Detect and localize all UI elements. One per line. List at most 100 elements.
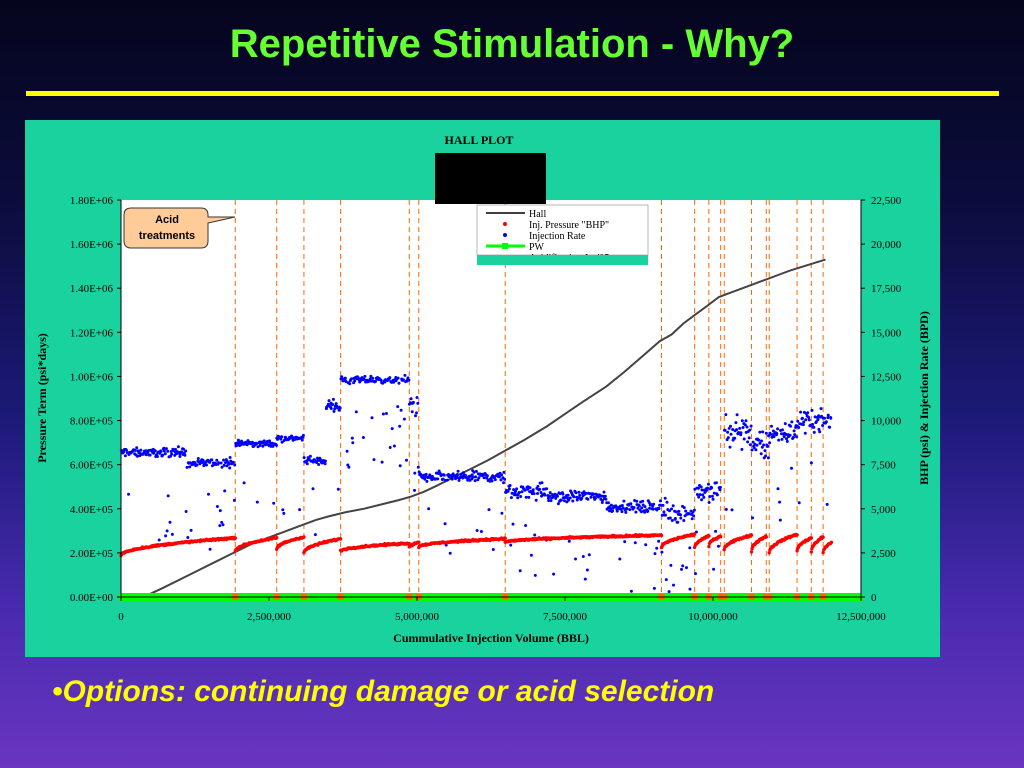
rate-point xyxy=(691,510,695,514)
rate-point xyxy=(623,540,627,544)
rate-point xyxy=(231,460,235,464)
rate-point xyxy=(502,470,506,474)
rate-point xyxy=(176,445,180,449)
rate-point xyxy=(758,430,762,434)
rate-point xyxy=(548,491,552,495)
rate-point xyxy=(336,487,340,491)
rate-point xyxy=(455,473,459,476)
rate-point xyxy=(807,418,811,422)
y-axis-label-left: Pressure Term (psi*days) xyxy=(35,333,49,463)
rate-point xyxy=(755,443,759,447)
bhp-point xyxy=(829,540,834,544)
rate-point xyxy=(632,506,636,509)
rate-point xyxy=(825,502,829,506)
rate-point xyxy=(803,431,807,435)
rate-point xyxy=(701,493,705,497)
rate-point xyxy=(548,494,551,498)
rate-point xyxy=(500,511,504,515)
rate-point xyxy=(344,380,348,383)
rate-point xyxy=(768,441,772,445)
rate-point xyxy=(633,541,637,545)
rate-point xyxy=(205,463,208,467)
rate-point xyxy=(282,511,286,515)
rate-point xyxy=(331,402,335,406)
callout-line-2: treatments xyxy=(139,230,195,242)
rate-point xyxy=(168,520,172,524)
rate-point xyxy=(416,465,420,469)
rate-point xyxy=(499,478,503,482)
rate-point xyxy=(664,513,667,517)
rate-point xyxy=(539,491,543,494)
rate-point xyxy=(802,420,806,424)
rate-point xyxy=(302,456,306,460)
rate-point xyxy=(751,440,755,444)
rate-point xyxy=(122,450,126,454)
rate-point xyxy=(778,518,782,522)
rate-point xyxy=(383,380,387,384)
rate-point xyxy=(812,430,816,434)
rate-point xyxy=(280,440,284,444)
rate-point xyxy=(602,490,606,494)
y-right-tick-label: 20,000 xyxy=(871,239,902,251)
rate-point xyxy=(305,462,309,466)
rate-point xyxy=(635,499,639,503)
rate-point xyxy=(398,424,402,428)
rate-point xyxy=(280,435,284,439)
rate-point xyxy=(399,408,403,412)
rate-point xyxy=(455,476,459,479)
y-right-tick-label: 2,500 xyxy=(871,548,896,560)
rate-point xyxy=(735,428,739,432)
rate-point xyxy=(225,464,229,468)
callout-bubble xyxy=(123,207,236,249)
rate-point xyxy=(407,378,411,382)
rate-point xyxy=(647,501,651,504)
rate-point xyxy=(473,479,477,483)
rate-point xyxy=(381,381,385,385)
y-left-tick-label: 4.00E+05 xyxy=(70,504,114,516)
rate-point xyxy=(157,538,161,542)
rate-point xyxy=(390,427,394,431)
rate-point xyxy=(470,473,474,477)
rate-point xyxy=(706,486,709,490)
rate-point xyxy=(718,488,722,492)
legend-label-hall: Hall xyxy=(529,209,546,220)
rate-point xyxy=(159,449,163,453)
rate-point xyxy=(806,411,810,415)
rate-point xyxy=(515,487,519,491)
rate-point xyxy=(801,423,805,427)
rate-point xyxy=(661,503,665,507)
legend-key-rate xyxy=(503,233,507,237)
rate-point xyxy=(778,500,782,504)
rate-point xyxy=(228,456,232,459)
rate-point xyxy=(729,424,732,428)
rate-point xyxy=(482,476,486,480)
rate-point xyxy=(729,432,733,436)
bhp-point xyxy=(275,536,279,540)
rate-point xyxy=(218,524,222,528)
rate-point xyxy=(485,474,489,478)
rate-point xyxy=(818,430,822,434)
x-axis-label: Cummulative Injection Volume (BBL) xyxy=(393,631,589,645)
rate-point xyxy=(695,493,699,496)
bhp-point xyxy=(302,535,306,539)
slide-title: Repetitive Stimulation - Why? xyxy=(229,22,795,66)
rate-point xyxy=(207,492,210,496)
rate-point xyxy=(401,378,405,382)
rate-point xyxy=(781,428,784,432)
bhp-point xyxy=(809,536,813,540)
y-right-tick-label: 12,500 xyxy=(871,371,902,383)
rate-point xyxy=(317,463,321,466)
rate-point xyxy=(727,426,731,430)
rate-point xyxy=(748,428,752,432)
rate-point xyxy=(673,517,677,520)
rate-point xyxy=(582,490,586,494)
rate-point xyxy=(361,436,365,439)
rate-point xyxy=(471,475,475,479)
rate-point xyxy=(519,495,523,498)
rate-point xyxy=(810,408,814,412)
rate-point xyxy=(414,414,417,418)
rate-point xyxy=(388,376,392,380)
rate-point xyxy=(609,507,613,511)
rate-point xyxy=(637,504,641,508)
chart-title: HALL PLOT xyxy=(444,133,513,147)
